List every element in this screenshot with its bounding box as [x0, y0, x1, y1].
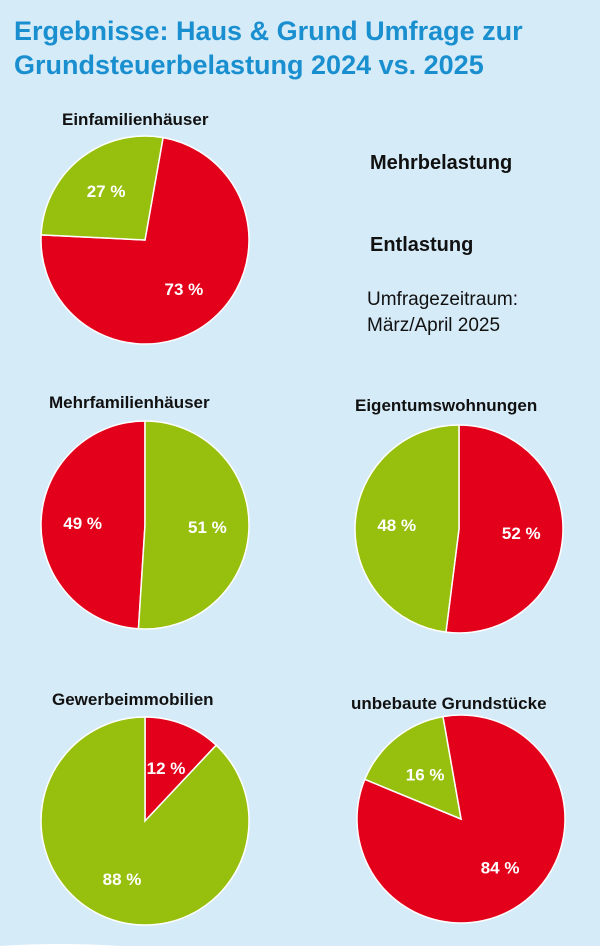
pie-chart-unbebaute-grundstuecke: 84 % 16 % [356, 714, 566, 924]
page-title: Ergebnisse: Haus & Grund Umfrage zur Gru… [14, 14, 594, 82]
pie-chart-eigentumswohnungen: 52 % 48 % [354, 424, 564, 634]
bottom-decoration [0, 944, 600, 952]
pie-label-gewerbeimmobilien-entlastung: 88 % [103, 870, 142, 889]
chart-title-eigentumswohnungen: Eigentumswohnungen [355, 396, 538, 415]
pie-slice-eigentumswohnungen-mehrbelastung [445, 424, 564, 634]
pie-label-eigentumswohnungen-mehrbelastung: 52 % [502, 524, 541, 543]
pie-chart-mehrfamilienhaeuser: 49 % 51 % [40, 420, 250, 630]
pie-label-mehrfamilienhaeuser-entlastung: 51 % [188, 518, 227, 537]
pie-label-unbebaute-grundstuecke-mehrbelastung: 84 % [481, 859, 520, 878]
pie-slice-unbebaute-grundstuecke-entlastung [363, 715, 462, 821]
survey-period: Umfragezeitraum: März/April 2025 [367, 287, 518, 339]
chart-title-unbebaute-grundstuecke: unbebaute Grundstücke [351, 694, 547, 713]
pie-slice-gewerbeimmobilien-entlastung [40, 716, 250, 926]
legend-mehrbelastung: Mehrbelastung [370, 152, 513, 174]
legend-entlastung: Entlastung [370, 234, 474, 256]
title-line-1: Ergebnisse: Haus & Grund Umfrage zur [14, 16, 523, 46]
pie-slice-gewerbeimmobilien-mehrbelastung [144, 716, 218, 823]
chart-title-einfamilienhaeuser: Einfamilienhäuser [62, 110, 209, 129]
pie-label-gewerbeimmobilien-mehrbelastung: 12 % [147, 759, 186, 778]
pie-label-mehrfamilienhaeuser-mehrbelastung: 49 % [63, 514, 102, 533]
pie-slice-einfamilienhaeuser-mehrbelastung [40, 136, 250, 345]
pie-label-unbebaute-grundstuecke-entlastung: 16 % [406, 765, 445, 784]
pie-slice-einfamilienhaeuser-entlastung [40, 135, 164, 241]
pie-chart-einfamilienhaeuser: 73 % 27 % [40, 135, 250, 345]
chart-title-gewerbeimmobilien: Gewerbeimmobilien [52, 690, 214, 709]
pie-slice-mehrfamilienhaeuser-mehrbelastung [40, 420, 146, 630]
survey-period-line-2: März/April 2025 [367, 315, 501, 336]
pie-label-einfamilienhaeuser-entlastung: 27 % [87, 182, 126, 201]
chart-title-mehrfamilienhaeuser: Mehrfamilienhäuser [49, 393, 210, 412]
pie-chart-gewerbeimmobilien: 12 % 88 % [40, 716, 250, 926]
pie-slice-mehrfamilienhaeuser-entlastung [137, 420, 250, 630]
pie-label-eigentumswohnungen-entlastung: 48 % [377, 516, 416, 535]
pie-label-einfamilienhaeuser-mehrbelastung: 73 % [165, 280, 204, 299]
pie-slice-eigentumswohnungen-entlastung [354, 424, 460, 634]
survey-period-line-1: Umfragezeitraum: [367, 289, 518, 310]
title-line-2: Grundsteuerbelastung 2024 vs. 2025 [14, 50, 484, 80]
